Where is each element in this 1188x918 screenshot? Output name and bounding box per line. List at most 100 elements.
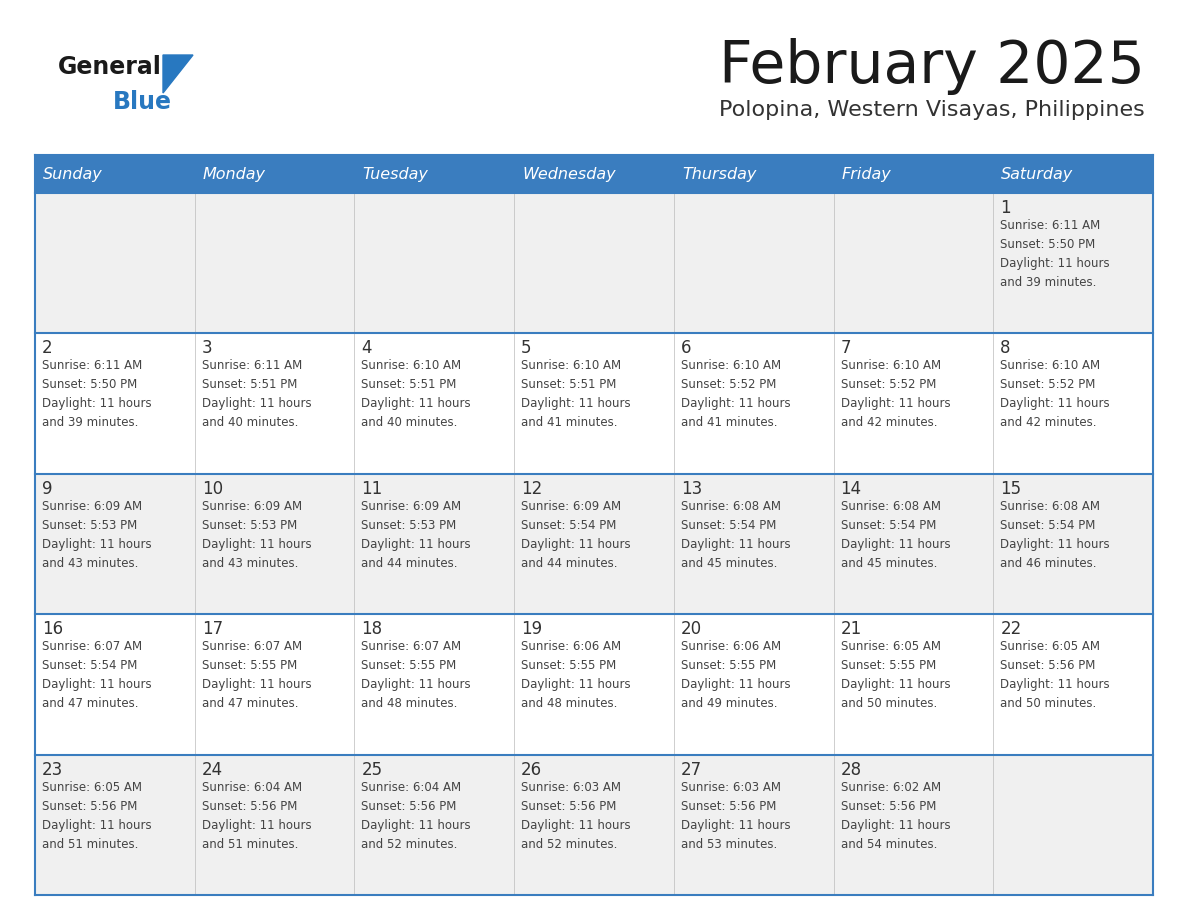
Text: Daylight: 11 hours: Daylight: 11 hours — [522, 819, 631, 832]
Text: Sunrise: 6:09 AM: Sunrise: 6:09 AM — [42, 499, 143, 513]
Text: and 47 minutes.: and 47 minutes. — [202, 697, 298, 711]
Bar — [514, 614, 674, 755]
Bar — [993, 755, 1154, 895]
Text: 12: 12 — [522, 480, 543, 498]
Text: Daylight: 11 hours: Daylight: 11 hours — [681, 678, 790, 691]
Text: 20: 20 — [681, 621, 702, 638]
Bar — [354, 155, 514, 193]
Bar — [674, 474, 834, 614]
Text: Sunrise: 6:10 AM: Sunrise: 6:10 AM — [361, 360, 462, 373]
Bar — [195, 155, 354, 193]
Text: Sunset: 5:50 PM: Sunset: 5:50 PM — [1000, 238, 1095, 251]
Text: and 53 minutes.: and 53 minutes. — [681, 837, 777, 851]
Bar — [674, 333, 834, 474]
Text: Daylight: 11 hours: Daylight: 11 hours — [1000, 538, 1110, 551]
Bar — [195, 333, 354, 474]
Text: Daylight: 11 hours: Daylight: 11 hours — [841, 538, 950, 551]
Bar — [354, 474, 514, 614]
Text: and 52 minutes.: and 52 minutes. — [361, 837, 457, 851]
Text: Sunset: 5:53 PM: Sunset: 5:53 PM — [361, 519, 456, 532]
Text: Sunrise: 6:04 AM: Sunrise: 6:04 AM — [202, 780, 302, 793]
Text: Sunrise: 6:10 AM: Sunrise: 6:10 AM — [841, 360, 941, 373]
Text: 24: 24 — [202, 761, 223, 778]
Text: Sunset: 5:51 PM: Sunset: 5:51 PM — [361, 378, 457, 391]
Text: Tuesday: Tuesday — [362, 166, 429, 182]
Bar — [354, 193, 514, 333]
Text: Daylight: 11 hours: Daylight: 11 hours — [202, 538, 311, 551]
Text: Sunday: Sunday — [43, 166, 102, 182]
Text: and 44 minutes.: and 44 minutes. — [522, 557, 618, 570]
Text: 4: 4 — [361, 340, 372, 357]
Text: 18: 18 — [361, 621, 383, 638]
Text: Sunrise: 6:09 AM: Sunrise: 6:09 AM — [202, 499, 302, 513]
Text: Daylight: 11 hours: Daylight: 11 hours — [361, 397, 472, 410]
Text: Sunrise: 6:11 AM: Sunrise: 6:11 AM — [202, 360, 302, 373]
Text: and 46 minutes.: and 46 minutes. — [1000, 557, 1097, 570]
Text: and 54 minutes.: and 54 minutes. — [841, 837, 937, 851]
Text: 6: 6 — [681, 340, 691, 357]
Text: 7: 7 — [841, 340, 851, 357]
Text: 8: 8 — [1000, 340, 1011, 357]
Bar — [834, 474, 993, 614]
Text: Sunset: 5:54 PM: Sunset: 5:54 PM — [42, 659, 138, 672]
Text: and 49 minutes.: and 49 minutes. — [681, 697, 777, 711]
Bar — [34, 155, 195, 193]
Text: February 2025: February 2025 — [719, 38, 1145, 95]
Text: and 45 minutes.: and 45 minutes. — [681, 557, 777, 570]
Text: Daylight: 11 hours: Daylight: 11 hours — [202, 397, 311, 410]
Text: and 43 minutes.: and 43 minutes. — [202, 557, 298, 570]
Text: Sunrise: 6:10 AM: Sunrise: 6:10 AM — [1000, 360, 1100, 373]
Text: and 41 minutes.: and 41 minutes. — [522, 417, 618, 430]
Text: Sunrise: 6:10 AM: Sunrise: 6:10 AM — [522, 360, 621, 373]
Bar — [34, 474, 195, 614]
Text: 21: 21 — [841, 621, 861, 638]
Text: Sunset: 5:55 PM: Sunset: 5:55 PM — [202, 659, 297, 672]
Bar — [514, 155, 674, 193]
Text: Sunset: 5:55 PM: Sunset: 5:55 PM — [522, 659, 617, 672]
Bar — [354, 333, 514, 474]
Text: and 42 minutes.: and 42 minutes. — [841, 417, 937, 430]
Text: Sunset: 5:50 PM: Sunset: 5:50 PM — [42, 378, 138, 391]
Text: General: General — [58, 55, 162, 79]
Bar — [993, 614, 1154, 755]
Bar — [834, 614, 993, 755]
Bar — [993, 333, 1154, 474]
Text: Sunset: 5:56 PM: Sunset: 5:56 PM — [202, 800, 297, 812]
Text: Monday: Monday — [203, 166, 266, 182]
Text: Polopina, Western Visayas, Philippines: Polopina, Western Visayas, Philippines — [719, 100, 1145, 120]
Text: 3: 3 — [202, 340, 213, 357]
Text: and 42 minutes.: and 42 minutes. — [1000, 417, 1097, 430]
Text: Sunset: 5:54 PM: Sunset: 5:54 PM — [681, 519, 776, 532]
Text: Daylight: 11 hours: Daylight: 11 hours — [202, 819, 311, 832]
Bar — [354, 755, 514, 895]
Text: Sunset: 5:52 PM: Sunset: 5:52 PM — [841, 378, 936, 391]
Bar — [195, 614, 354, 755]
Text: Sunrise: 6:05 AM: Sunrise: 6:05 AM — [841, 640, 941, 654]
Bar — [34, 614, 195, 755]
Bar — [514, 755, 674, 895]
Text: Daylight: 11 hours: Daylight: 11 hours — [42, 678, 152, 691]
Text: Sunrise: 6:05 AM: Sunrise: 6:05 AM — [42, 780, 143, 793]
Text: Sunrise: 6:09 AM: Sunrise: 6:09 AM — [522, 499, 621, 513]
Text: Daylight: 11 hours: Daylight: 11 hours — [361, 538, 472, 551]
Text: Daylight: 11 hours: Daylight: 11 hours — [841, 678, 950, 691]
Bar — [834, 333, 993, 474]
Bar — [834, 155, 993, 193]
Text: Sunset: 5:54 PM: Sunset: 5:54 PM — [522, 519, 617, 532]
Text: and 47 minutes.: and 47 minutes. — [42, 697, 139, 711]
Text: 9: 9 — [42, 480, 52, 498]
Text: Sunset: 5:55 PM: Sunset: 5:55 PM — [841, 659, 936, 672]
Text: Sunrise: 6:03 AM: Sunrise: 6:03 AM — [681, 780, 781, 793]
Text: Saturday: Saturday — [1001, 166, 1074, 182]
Text: 13: 13 — [681, 480, 702, 498]
Text: Sunset: 5:53 PM: Sunset: 5:53 PM — [42, 519, 138, 532]
Text: Sunset: 5:56 PM: Sunset: 5:56 PM — [361, 800, 457, 812]
Text: Daylight: 11 hours: Daylight: 11 hours — [202, 678, 311, 691]
Text: Daylight: 11 hours: Daylight: 11 hours — [1000, 678, 1110, 691]
Text: Daylight: 11 hours: Daylight: 11 hours — [1000, 257, 1110, 270]
Bar — [195, 193, 354, 333]
Text: and 43 minutes.: and 43 minutes. — [42, 557, 138, 570]
Bar — [834, 193, 993, 333]
Text: Sunset: 5:52 PM: Sunset: 5:52 PM — [681, 378, 776, 391]
Text: Sunrise: 6:07 AM: Sunrise: 6:07 AM — [42, 640, 143, 654]
